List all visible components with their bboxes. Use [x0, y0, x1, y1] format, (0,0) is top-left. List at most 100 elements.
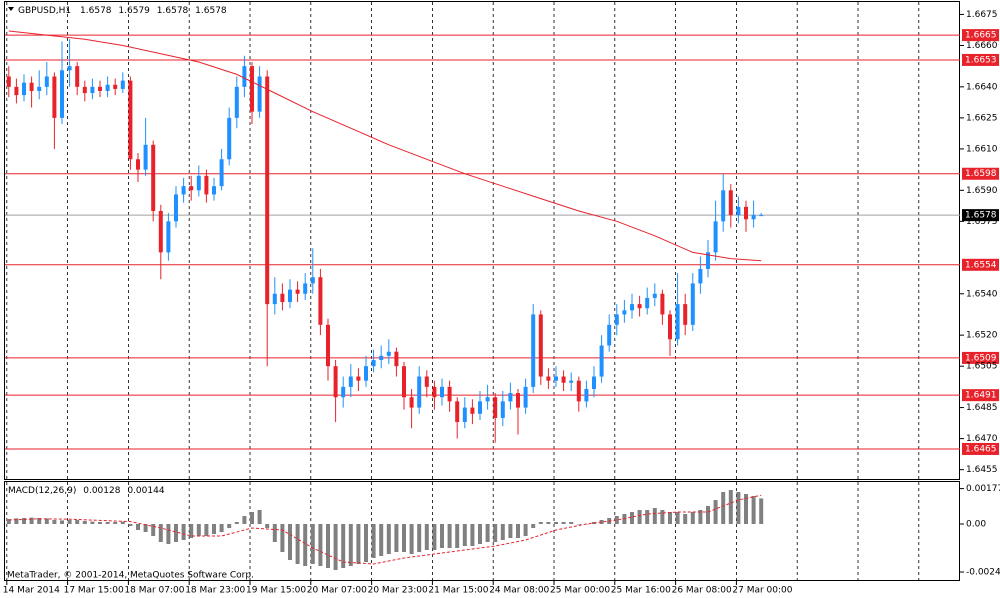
price-panel-frame: [4, 1, 960, 480]
level-box: [962, 442, 999, 455]
macd-bar: [402, 524, 406, 552]
candle-body: [181, 186, 186, 195]
level-label: 1.6465: [965, 444, 997, 454]
candle-body: [493, 397, 498, 418]
candle-body: [599, 345, 604, 377]
macd-bar: [288, 524, 292, 560]
y-tick-label: 1.6455: [966, 465, 998, 475]
macd-bar: [637, 510, 642, 524]
macd-bar: [128, 524, 133, 526]
macd-bar: [523, 524, 528, 536]
level-box: [962, 389, 999, 402]
candle-body: [447, 386, 452, 402]
macd-bar: [652, 508, 657, 524]
macd-bar: [675, 512, 680, 524]
candle-body: [234, 86, 239, 118]
candle-body: [37, 86, 42, 91]
candle-body: [75, 66, 80, 87]
macd-bar: [561, 522, 566, 524]
macd-bar: [759, 498, 764, 524]
macd-bar: [250, 512, 254, 524]
candle-body: [128, 80, 133, 160]
y-tick-label: 1.6470: [966, 434, 998, 444]
level-box: [962, 258, 999, 271]
moving-average: [8, 30, 762, 262]
macd: [6, 490, 764, 570]
macd-bar: [265, 524, 270, 528]
signal-value: 0.00144: [127, 486, 164, 496]
level-label: 1.6665: [965, 31, 997, 41]
candle-body: [212, 186, 216, 195]
y-tick-label: 1.6590: [966, 186, 998, 196]
macd-y-tick-label: 0.00: [966, 520, 986, 530]
candle-body: [668, 314, 672, 340]
macd-bar: [706, 506, 710, 524]
candle-body: [196, 175, 201, 191]
candle-body: [744, 206, 748, 220]
macd-bar: [356, 524, 361, 564]
macd-bar: [690, 512, 695, 524]
y-tick-label: 1.6675: [966, 10, 998, 20]
macd-bar: [44, 518, 49, 524]
candle-body: [637, 304, 642, 309]
close-value: 1.6578: [195, 6, 227, 16]
macd-bar: [569, 522, 574, 524]
macd-bar: [310, 524, 315, 564]
macd-bar: [576, 524, 581, 525]
level-label: 1.6491: [965, 391, 997, 401]
macd-bar: [14, 518, 19, 524]
x-tick-label: 20 Mar 23:00: [368, 586, 428, 596]
macd-bar: [257, 510, 262, 524]
macd-bar: [668, 512, 672, 524]
candle-body: [500, 401, 505, 418]
macd-bar: [272, 524, 277, 542]
macd-bar: [98, 522, 102, 524]
candle-body: [751, 215, 756, 220]
candle-body: [485, 397, 490, 402]
candle-body: [288, 289, 292, 303]
macd-bar: [22, 518, 26, 524]
macd-bar: [630, 512, 634, 524]
y-tick-label: 1.6610: [966, 144, 998, 154]
macd-bar: [333, 524, 338, 570]
y-tick-label: 1.6640: [966, 82, 998, 92]
axes: 14 Mar 2014 17 Mar 15:00 18 Mar 07:00 18 Ma…: [3, 10, 1000, 596]
candle-body: [394, 351, 399, 367]
y-tick-label: 1.6505: [966, 362, 998, 372]
x-tick-label: 26 Mar 08:00: [672, 586, 732, 596]
macd-bar: [181, 524, 186, 540]
candle-body: [675, 304, 680, 340]
candle-body: [189, 186, 194, 191]
macd-bar: [341, 524, 346, 568]
macd-bar: [516, 524, 520, 538]
macd-bar: [728, 490, 733, 524]
level-box: [962, 29, 999, 42]
current-price-box: [962, 209, 999, 222]
macd-bar: [417, 524, 422, 552]
macd-bar: [683, 514, 688, 524]
macd-bar: [440, 524, 444, 548]
candle-body: [151, 144, 156, 211]
candle-body: [6, 76, 11, 87]
macd-bar: [212, 524, 216, 534]
macd-bar: [751, 496, 756, 524]
macd-signal: [8, 494, 762, 565]
macd-bar: [326, 524, 330, 568]
macd-bar: [174, 524, 178, 542]
candle-body: [120, 80, 125, 89]
candle-body: [219, 159, 224, 187]
candle-body: [409, 397, 414, 408]
candle-body: [29, 82, 34, 91]
menu-arrow[interactable]: [8, 7, 14, 11]
macd-bar: [371, 524, 376, 558]
candle-body: [683, 304, 688, 325]
macd-bar: [280, 524, 285, 552]
symbol-header: GBPUSD,H1 1.6578 1.6579 1.6578 1.6578: [18, 6, 227, 16]
macd-bar: [29, 517, 34, 524]
macd-bar: [303, 524, 308, 566]
candle-body: [82, 86, 87, 94]
macd-value: 0.00128: [83, 486, 120, 496]
candle-body: [257, 76, 262, 112]
candle-body: [280, 293, 285, 303]
y-tick-label: 1.6540: [966, 289, 998, 299]
